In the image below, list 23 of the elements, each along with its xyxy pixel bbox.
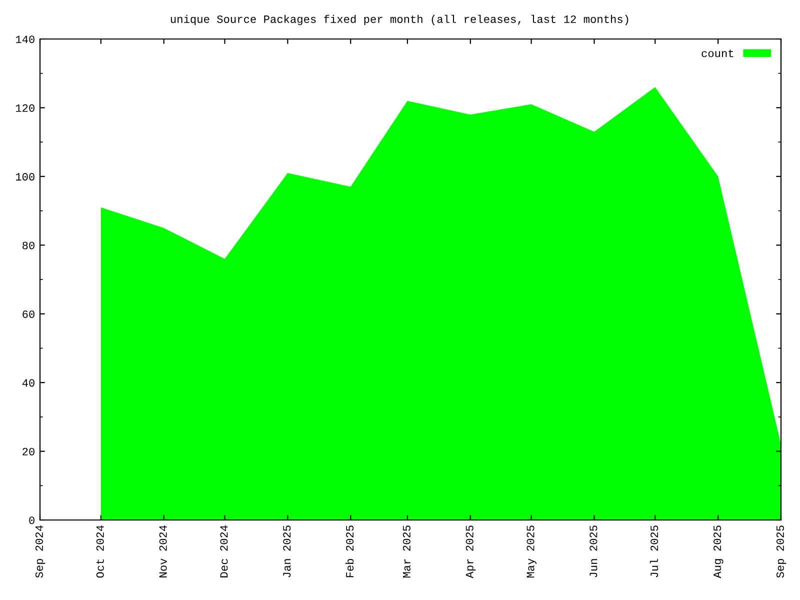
x-tick-label: Mar 2025 [402, 526, 410, 578]
y-tick-label: 0 [29, 516, 34, 524]
chart-title: unique Source Packages fixed per month (all releases, last 12 months) [170, 14, 628, 26]
x-tick-label: Nov 2024 [159, 525, 167, 578]
x-tick-label: May 2025 [526, 526, 536, 578]
y-tick-label: 60 [22, 310, 34, 318]
x-tick-label: Jul 2025 [650, 526, 658, 578]
y-tick-label: 140 [16, 36, 34, 44]
y-tick-label: 40 [22, 379, 34, 387]
x-tick-label: Sep 2025 [776, 526, 786, 578]
x-tick-label: Apr 2025 [466, 526, 476, 578]
x-tick-label: Sep 2024 [35, 525, 46, 578]
x-tick-label: Jan 2025 [283, 526, 291, 578]
y-tick-label: 80 [22, 242, 34, 250]
y-tick-label: 120 [16, 104, 34, 112]
y-tick-label: 20 [22, 448, 34, 456]
x-tick-label: Jun 2025 [590, 526, 598, 578]
legend-label: count [702, 50, 734, 58]
x-tick-label: Oct 2024 [96, 525, 104, 578]
x-tick-label: Dec 2024 [220, 525, 228, 578]
x-tick-label: Feb 2025 [345, 526, 354, 578]
y-tick-label: 100 [16, 173, 34, 181]
x-tick-label: Aug 2025 [714, 526, 724, 578]
